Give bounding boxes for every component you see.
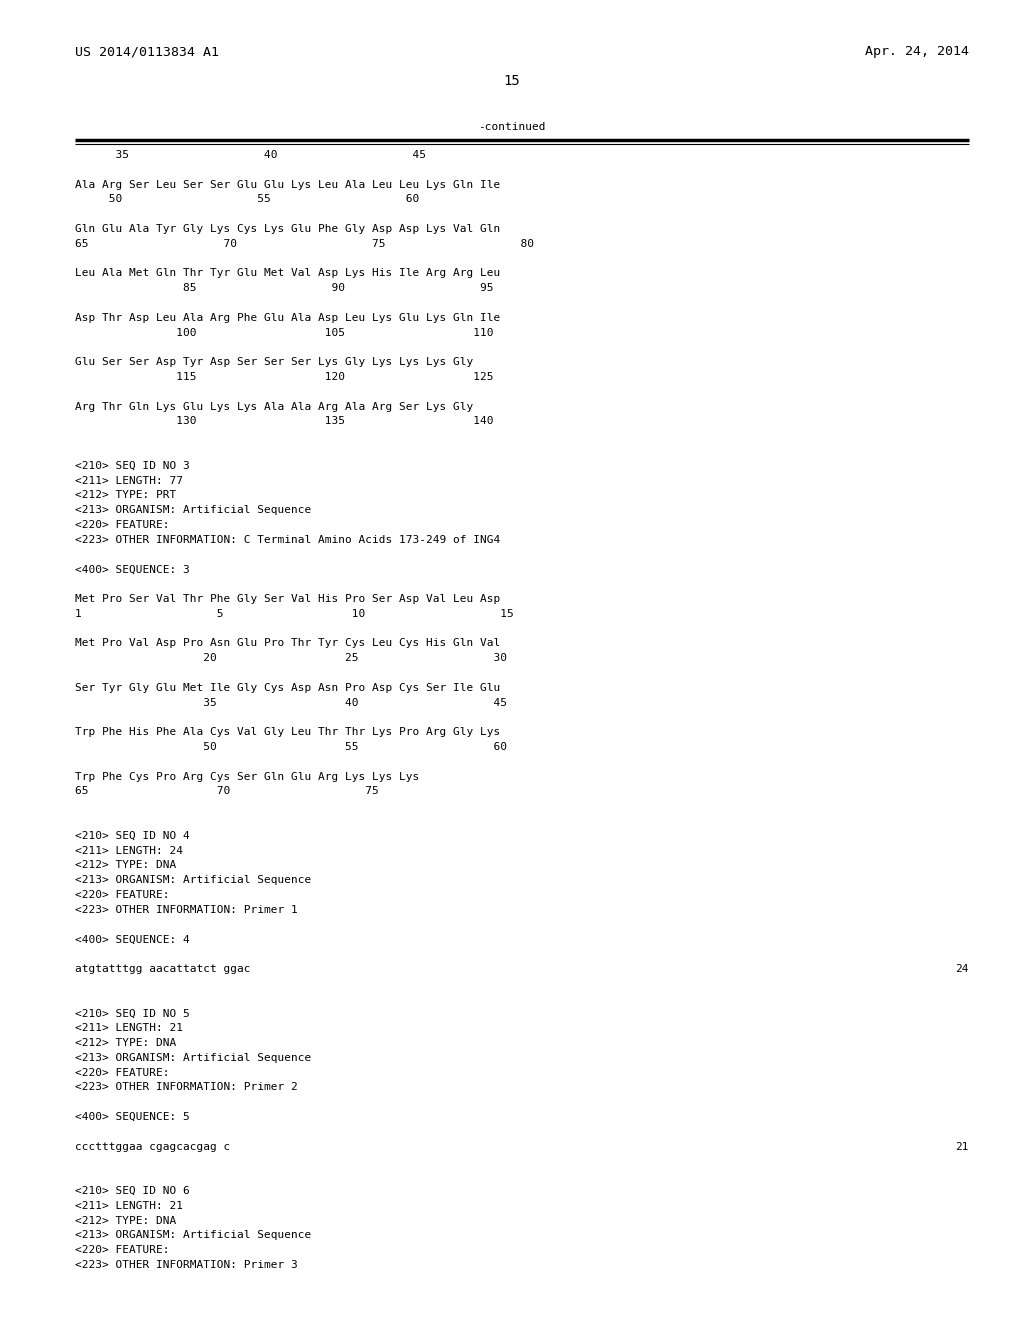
Text: 50                    55                    60: 50 55 60 [75, 194, 419, 205]
Text: 50                   55                    60: 50 55 60 [75, 742, 507, 752]
Text: Met Pro Val Asp Pro Asn Glu Pro Thr Tyr Cys Leu Cys His Gln Val: Met Pro Val Asp Pro Asn Glu Pro Thr Tyr … [75, 639, 501, 648]
Text: Arg Thr Gln Lys Glu Lys Lys Ala Ala Arg Ala Arg Ser Lys Gly: Arg Thr Gln Lys Glu Lys Lys Ala Ala Arg … [75, 401, 473, 412]
Text: Leu Ala Met Gln Thr Tyr Glu Met Val Asp Lys His Ile Arg Arg Leu: Leu Ala Met Gln Thr Tyr Glu Met Val Asp … [75, 268, 501, 279]
Text: <211> LENGTH: 21: <211> LENGTH: 21 [75, 1201, 183, 1210]
Text: <210> SEQ ID NO 5: <210> SEQ ID NO 5 [75, 1008, 189, 1019]
Text: Gln Glu Ala Tyr Gly Lys Cys Lys Glu Phe Gly Asp Asp Lys Val Gln: Gln Glu Ala Tyr Gly Lys Cys Lys Glu Phe … [75, 224, 501, 234]
Text: Trp Phe Cys Pro Arg Cys Ser Gln Glu Arg Lys Lys Lys: Trp Phe Cys Pro Arg Cys Ser Gln Glu Arg … [75, 772, 419, 781]
Text: Met Pro Ser Val Thr Phe Gly Ser Val His Pro Ser Asp Val Leu Asp: Met Pro Ser Val Thr Phe Gly Ser Val His … [75, 594, 501, 605]
Text: <400> SEQUENCE: 3: <400> SEQUENCE: 3 [75, 565, 189, 574]
Text: 130                   135                   140: 130 135 140 [75, 416, 494, 426]
Text: US 2014/0113834 A1: US 2014/0113834 A1 [75, 45, 219, 58]
Text: Ala Arg Ser Leu Ser Ser Glu Glu Lys Leu Ala Leu Leu Lys Gln Ile: Ala Arg Ser Leu Ser Ser Glu Glu Lys Leu … [75, 180, 501, 190]
Text: 21: 21 [955, 1142, 969, 1151]
Text: 35                    40                    45: 35 40 45 [75, 150, 426, 160]
Text: <212> TYPE: DNA: <212> TYPE: DNA [75, 1038, 176, 1048]
Text: Glu Ser Ser Asp Tyr Asp Ser Ser Ser Lys Gly Lys Lys Lys Gly: Glu Ser Ser Asp Tyr Asp Ser Ser Ser Lys … [75, 358, 473, 367]
Text: ccctttggaa cgagcacgag c: ccctttggaa cgagcacgag c [75, 1142, 230, 1151]
Text: <210> SEQ ID NO 6: <210> SEQ ID NO 6 [75, 1185, 189, 1196]
Text: <212> TYPE: PRT: <212> TYPE: PRT [75, 491, 176, 500]
Text: <223> OTHER INFORMATION: Primer 3: <223> OTHER INFORMATION: Primer 3 [75, 1261, 298, 1270]
Text: <220> FEATURE:: <220> FEATURE: [75, 890, 170, 900]
Text: Apr. 24, 2014: Apr. 24, 2014 [865, 45, 969, 58]
Text: -continued: -continued [478, 121, 546, 132]
Text: <220> FEATURE:: <220> FEATURE: [75, 1245, 170, 1255]
Text: <211> LENGTH: 24: <211> LENGTH: 24 [75, 846, 183, 855]
Text: 100                   105                   110: 100 105 110 [75, 327, 494, 338]
Text: Asp Thr Asp Leu Ala Arg Phe Glu Ala Asp Leu Lys Glu Lys Gln Ile: Asp Thr Asp Leu Ala Arg Phe Glu Ala Asp … [75, 313, 501, 323]
Text: 1                    5                   10                    15: 1 5 10 15 [75, 609, 514, 619]
Text: <213> ORGANISM: Artificial Sequence: <213> ORGANISM: Artificial Sequence [75, 1053, 311, 1063]
Text: <223> OTHER INFORMATION: C Terminal Amino Acids 173-249 of ING4: <223> OTHER INFORMATION: C Terminal Amin… [75, 535, 501, 545]
Text: <212> TYPE: DNA: <212> TYPE: DNA [75, 861, 176, 870]
Text: Trp Phe His Phe Ala Cys Val Gly Leu Thr Thr Lys Pro Arg Gly Lys: Trp Phe His Phe Ala Cys Val Gly Leu Thr … [75, 727, 501, 737]
Text: Ser Tyr Gly Glu Met Ile Gly Cys Asp Asn Pro Asp Cys Ser Ile Glu: Ser Tyr Gly Glu Met Ile Gly Cys Asp Asn … [75, 682, 501, 693]
Text: <400> SEQUENCE: 4: <400> SEQUENCE: 4 [75, 935, 189, 944]
Text: <213> ORGANISM: Artificial Sequence: <213> ORGANISM: Artificial Sequence [75, 875, 311, 886]
Text: <213> ORGANISM: Artificial Sequence: <213> ORGANISM: Artificial Sequence [75, 1230, 311, 1241]
Text: <400> SEQUENCE: 5: <400> SEQUENCE: 5 [75, 1111, 189, 1122]
Text: <223> OTHER INFORMATION: Primer 1: <223> OTHER INFORMATION: Primer 1 [75, 904, 298, 915]
Text: 65                   70                    75: 65 70 75 [75, 787, 379, 796]
Text: <213> ORGANISM: Artificial Sequence: <213> ORGANISM: Artificial Sequence [75, 506, 311, 515]
Text: <220> FEATURE:: <220> FEATURE: [75, 1068, 170, 1077]
Text: 35                   40                    45: 35 40 45 [75, 697, 507, 708]
Text: <210> SEQ ID NO 3: <210> SEQ ID NO 3 [75, 461, 189, 471]
Text: atgtatttgg aacattatct ggac: atgtatttgg aacattatct ggac [75, 964, 251, 974]
Text: <212> TYPE: DNA: <212> TYPE: DNA [75, 1216, 176, 1225]
Text: 24: 24 [955, 964, 969, 974]
Text: <211> LENGTH: 77: <211> LENGTH: 77 [75, 475, 183, 486]
Text: <220> FEATURE:: <220> FEATURE: [75, 520, 170, 531]
Text: 15: 15 [504, 74, 520, 88]
Text: 115                   120                   125: 115 120 125 [75, 372, 494, 381]
Text: <223> OTHER INFORMATION: Primer 2: <223> OTHER INFORMATION: Primer 2 [75, 1082, 298, 1093]
Text: 85                    90                    95: 85 90 95 [75, 284, 494, 293]
Text: 20                   25                    30: 20 25 30 [75, 653, 507, 663]
Text: <211> LENGTH: 21: <211> LENGTH: 21 [75, 1023, 183, 1034]
Text: 65                    70                    75                    80: 65 70 75 80 [75, 239, 534, 248]
Text: <210> SEQ ID NO 4: <210> SEQ ID NO 4 [75, 830, 189, 841]
